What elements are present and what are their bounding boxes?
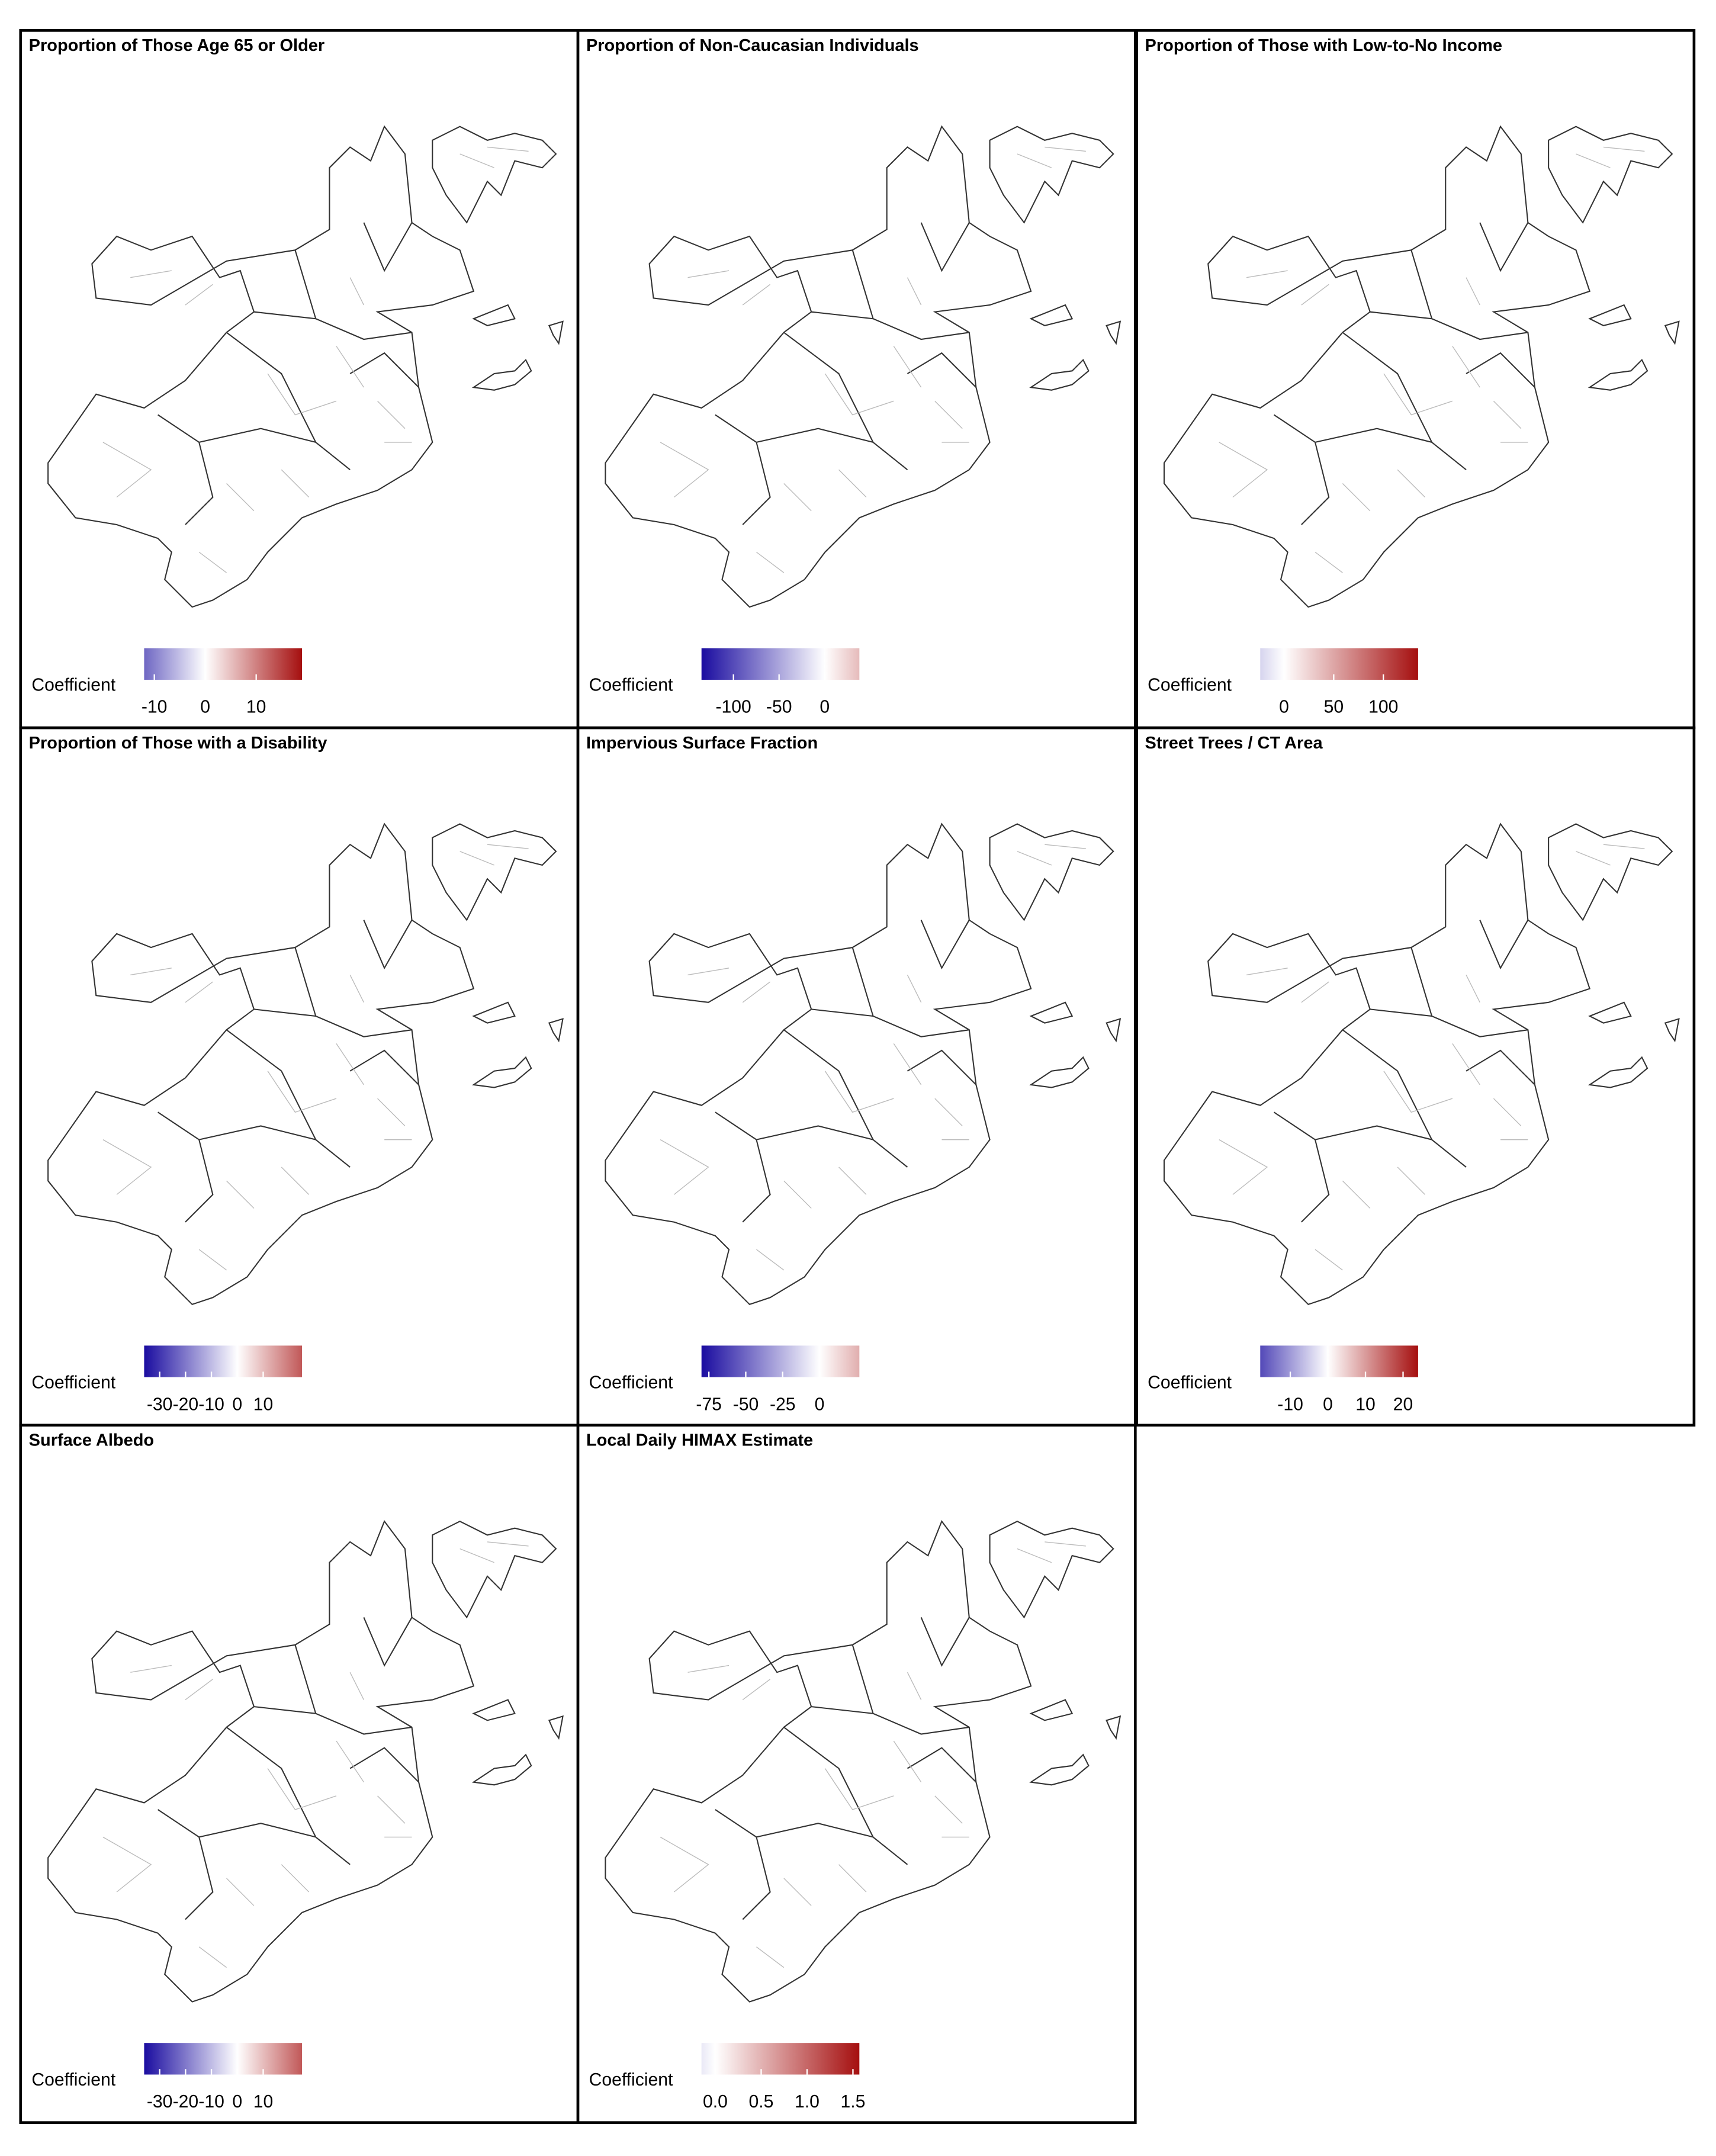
map-panel: Street Trees / CT Area Coefficient -10 0 10 2… <box>1135 726 1696 1427</box>
colorbar <box>701 648 860 680</box>
colorbar-tick-label: 0 <box>232 2092 242 2112</box>
colorbar-tick-label: -25 <box>770 1395 796 1414</box>
map-panel: Proportion of Non-Caucasian Individuals C… <box>576 29 1137 730</box>
colorbar-tick-label: 10 <box>253 2092 274 2112</box>
legend-label: Coefficient <box>589 2070 673 2090</box>
map-panel: Surface Albedo Coefficient -30 -20 -10 0 10 <box>19 1424 580 2124</box>
legend-label: Coefficient <box>1148 676 1232 695</box>
panel-title: Local Daily HIMAX Estimate <box>586 1431 813 1450</box>
panel-border <box>576 1424 1137 2124</box>
map-panel: Proportion of Those Age 65 or Older Coeff… <box>19 29 580 730</box>
panel-title: Street Trees / CT Area <box>1145 734 1323 753</box>
colorbar-tick-label: 0 <box>1279 698 1289 717</box>
colorbar-tick-label: -100 <box>715 698 751 717</box>
colorbar-tick-label: 1.5 <box>841 2092 866 2112</box>
panel-title: Impervious Surface Fraction <box>586 734 818 753</box>
legend-label: Coefficient <box>31 676 115 695</box>
map-panel: Proportion of Those with a Disability Coe… <box>19 726 580 1427</box>
panel-border <box>1135 726 1696 1427</box>
legend-label: Coefficient <box>1148 1373 1232 1392</box>
colorbar <box>701 1345 860 1377</box>
colorbar-tick-label: 20 <box>1393 1395 1413 1414</box>
colorbar-tick-label: 10 <box>246 698 266 717</box>
panel-title: Proportion of Non-Caucasian Individuals <box>586 36 919 55</box>
colorbar-tick-label: 0 <box>1323 1395 1333 1414</box>
colorbar-tick-label: 0 <box>232 1395 242 1414</box>
colorbar-tick-label: -10 <box>142 698 168 717</box>
colorbar-tick-label: 0.5 <box>749 2092 774 2112</box>
panel-border <box>576 29 1137 730</box>
panel-border <box>19 726 580 1427</box>
colorbar-tick-label: -30 <box>147 1395 173 1414</box>
colorbar-tick-label: -50 <box>733 1395 759 1414</box>
colorbar-tick-label: 10 <box>1355 1395 1376 1414</box>
panel-border <box>1135 29 1696 730</box>
colorbar-tick-label: -20 <box>173 2092 199 2112</box>
panel-title: Surface Albedo <box>29 1431 154 1450</box>
panel-title: Proportion of Those Age 65 or Older <box>29 36 324 55</box>
colorbar-tick-label: -10 <box>1277 1395 1303 1414</box>
colorbar <box>701 2043 860 2075</box>
colorbar-tick-label: -10 <box>198 2092 224 2112</box>
panel-border <box>19 29 580 730</box>
legend-label: Coefficient <box>31 1373 115 1392</box>
panel-border <box>19 1424 580 2124</box>
map-panel: Local Daily HIMAX Estimate Coefficient 0.0… <box>576 1424 1137 2124</box>
colorbar-tick-label: -75 <box>696 1395 722 1414</box>
map-panel: Proportion of Those with Low-to-No Incom… <box>1135 29 1696 730</box>
colorbar <box>144 648 303 680</box>
colorbar-tick-label: 0 <box>200 698 210 717</box>
colorbar-tick-label: 1.0 <box>795 2092 820 2112</box>
panel-border <box>576 726 1137 1427</box>
colorbar <box>144 1345 303 1377</box>
legend-label: Coefficient <box>589 676 673 695</box>
colorbar-tick-label: 0 <box>815 1395 825 1414</box>
colorbar-tick-label: -50 <box>766 698 792 717</box>
legend-label: Coefficient <box>31 2070 115 2090</box>
colorbar <box>1260 1345 1418 1377</box>
map-panel: Impervious Surface Fraction Coefficient -7… <box>576 726 1137 1427</box>
colorbar-tick-label: -20 <box>173 1395 199 1414</box>
colorbar-tick-label: -30 <box>147 2092 173 2112</box>
colorbar-tick-label: -10 <box>198 1395 224 1414</box>
colorbar-tick-label: 0.0 <box>703 2092 728 2112</box>
colorbar <box>144 2043 303 2075</box>
colorbar <box>1260 648 1418 680</box>
panel-title: Proportion of Those with Low-to-No Incom… <box>1145 36 1502 55</box>
colorbar-tick-label: 100 <box>1368 698 1398 717</box>
colorbar-tick-label: 50 <box>1324 698 1344 717</box>
colorbar-tick-label: 10 <box>253 1395 274 1414</box>
panel-title: Proportion of Those with a Disability <box>29 734 327 753</box>
colorbar-tick-label: 0 <box>820 698 830 717</box>
legend-label: Coefficient <box>589 1373 673 1392</box>
